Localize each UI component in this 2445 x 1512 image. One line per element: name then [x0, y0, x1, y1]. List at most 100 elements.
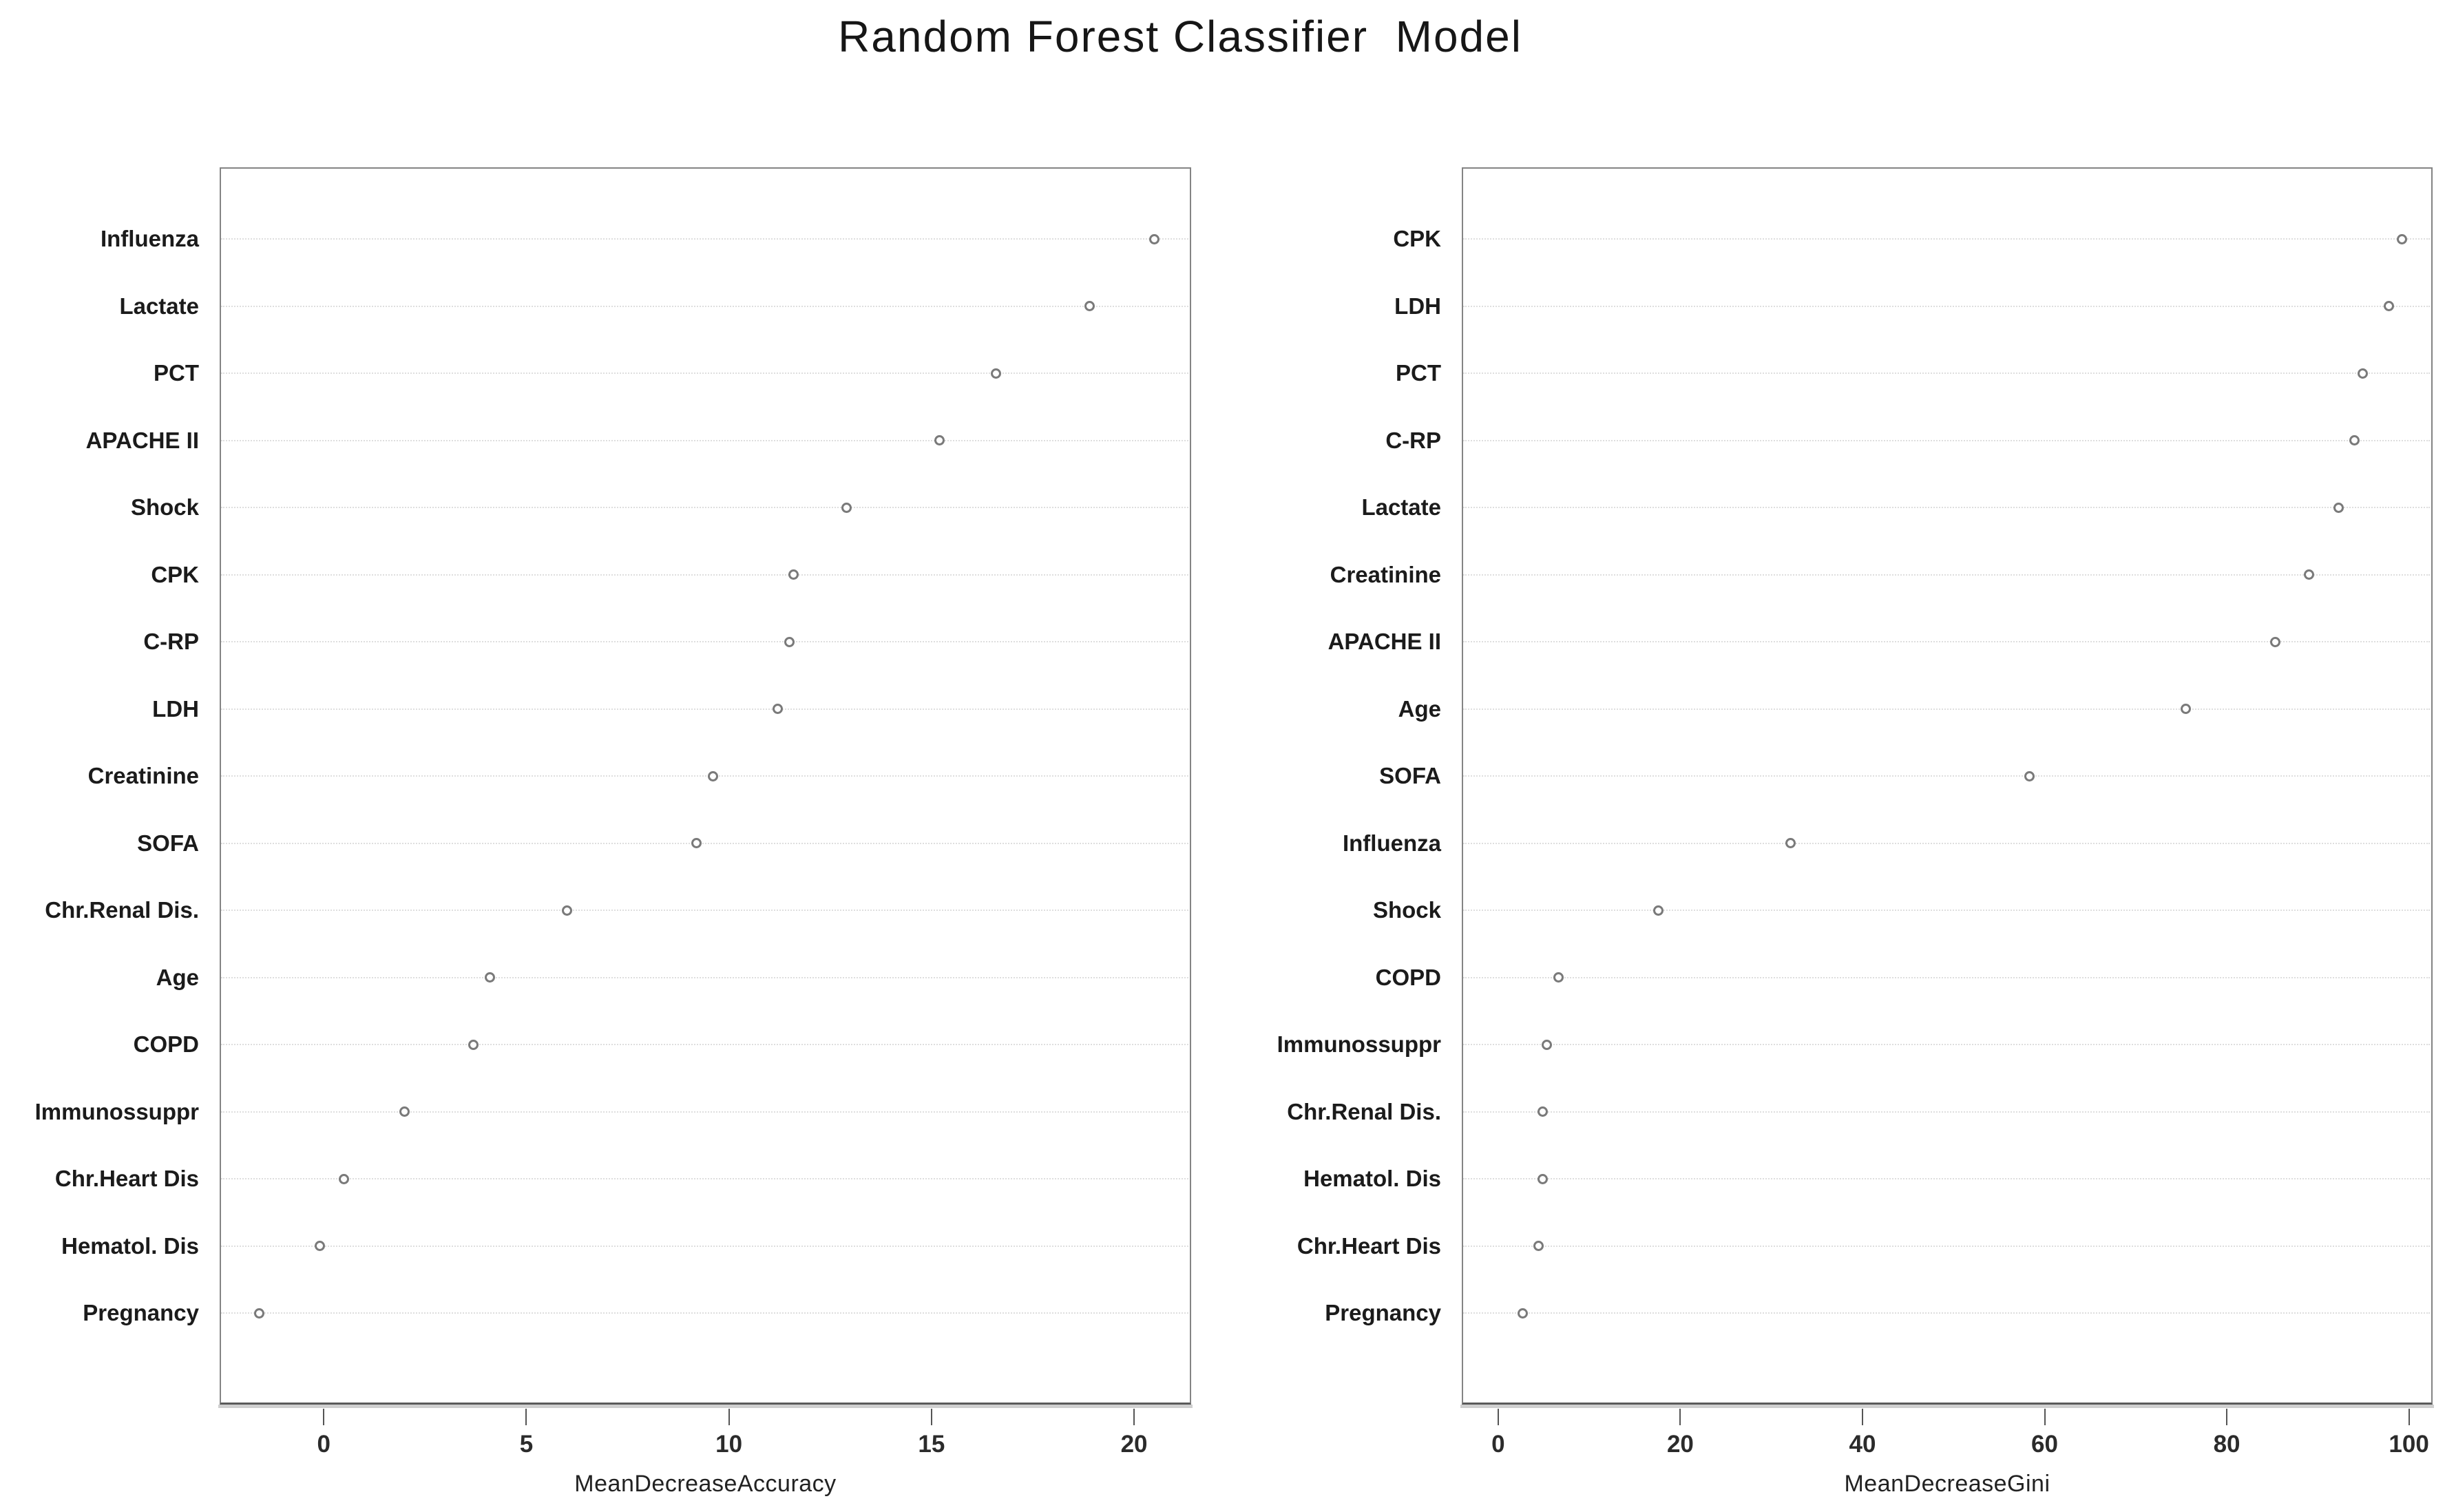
- category-label: Pregnancy: [1325, 1300, 1441, 1325]
- data-point: [2396, 233, 2407, 244]
- category-label: Influenza: [100, 226, 199, 251]
- category-label: C-RP: [1385, 427, 1441, 453]
- category-label: APACHE II: [1328, 629, 1441, 654]
- row-gridline: [221, 842, 1188, 844]
- row-gridline: [221, 305, 1188, 307]
- row-gridline: [221, 507, 1188, 508]
- row-gridline: [1463, 1044, 2430, 1045]
- category-label: Shock: [1372, 897, 1441, 923]
- category-label: SOFA: [1379, 763, 1441, 788]
- category-label: Immunossuppr: [34, 1098, 199, 1124]
- category-label: Hematol. Dis: [61, 1232, 199, 1259]
- data-point: [1653, 905, 1664, 916]
- category-label: Immunossuppr: [1277, 1031, 1441, 1057]
- x-axis-tick: [525, 1409, 527, 1425]
- data-point: [314, 1241, 325, 1251]
- data-point: [339, 1173, 350, 1184]
- row-gridline: [1463, 775, 2430, 777]
- x-axis-tick-label: 60: [2031, 1431, 2058, 1458]
- category-label: Chr.Heart Dis: [1297, 1232, 1441, 1259]
- data-point: [2349, 435, 2360, 445]
- category-label: CPK: [151, 561, 199, 587]
- category-label: Pregnancy: [83, 1300, 199, 1325]
- row-gridline: [1463, 574, 2430, 576]
- category-label: Creatinine: [1330, 561, 1441, 587]
- x-axis-tick: [1861, 1409, 1863, 1425]
- data-point: [784, 636, 795, 647]
- data-point: [1785, 838, 1796, 848]
- data-point: [991, 368, 1002, 379]
- row-gridline: [221, 708, 1188, 710]
- data-point: [2269, 636, 2280, 647]
- row-gridline: [1463, 238, 2430, 240]
- row-gridline: [1463, 910, 2430, 911]
- row-gridline: [221, 372, 1188, 374]
- x-axis-tick: [2044, 1409, 2046, 1425]
- category-label: LDH: [152, 695, 199, 722]
- data-point: [788, 569, 799, 580]
- data-point: [2333, 502, 2344, 513]
- row-gridline: [221, 1312, 1188, 1314]
- data-point: [772, 704, 783, 714]
- row-gridline: [221, 1111, 1188, 1113]
- data-point: [691, 838, 702, 848]
- row-gridline: [1463, 439, 2430, 441]
- category-label: Lactate: [1361, 494, 1441, 520]
- row-gridline: [1463, 976, 2430, 978]
- category-label: LDH: [1394, 293, 1441, 319]
- data-point: [468, 1039, 479, 1050]
- category-label: Hematol. Dis: [1303, 1166, 1441, 1191]
- row-gridline: [221, 574, 1188, 576]
- data-point: [561, 905, 572, 916]
- row-gridline: [1463, 305, 2430, 307]
- row-gridline: [221, 910, 1188, 911]
- category-label: Chr.Renal Dis.: [1287, 1098, 1441, 1124]
- data-point: [2303, 569, 2314, 580]
- category-label: PCT: [154, 360, 199, 386]
- x-axis-tick: [728, 1409, 730, 1425]
- category-label: Age: [1398, 695, 1441, 722]
- x-axis-title: MeanDecreaseGini: [1844, 1471, 2050, 1497]
- category-label: COPD: [133, 1031, 199, 1057]
- x-axis-tick: [930, 1409, 932, 1425]
- row-gridline: [221, 1178, 1188, 1179]
- category-label: Lactate: [119, 293, 199, 319]
- row-gridline: [1463, 1178, 2430, 1179]
- row-gridline: [1463, 641, 2430, 642]
- x-axis-title: MeanDecreaseAccuracy: [574, 1471, 837, 1497]
- data-point: [1553, 972, 1564, 983]
- data-point: [1541, 1039, 1552, 1050]
- category-label: APACHE II: [85, 427, 199, 453]
- data-point: [1518, 1308, 1529, 1319]
- x-axis-tick: [1497, 1409, 1499, 1425]
- x-axis-tick: [1133, 1409, 1135, 1425]
- data-point: [934, 435, 945, 445]
- row-gridline: [221, 1245, 1188, 1247]
- x-axis-tick-label: 15: [918, 1431, 945, 1458]
- category-label: CPK: [1393, 226, 1441, 251]
- data-point: [841, 502, 852, 513]
- data-point: [253, 1308, 264, 1319]
- plot-panel-MeanDecreaseAccuracy: [220, 167, 1191, 1405]
- x-axis-tick-label: 20: [1666, 1431, 1694, 1458]
- plot-panel-MeanDecreaseGini: [1462, 167, 2433, 1405]
- data-point: [1538, 1173, 1549, 1184]
- x-axis-tick: [2408, 1409, 2410, 1425]
- chart-title: Random Forest Classifier Model: [838, 12, 1522, 61]
- x-axis-tick: [2226, 1409, 2228, 1425]
- x-axis-tick-label: 0: [1491, 1431, 1505, 1458]
- row-gridline: [1463, 842, 2430, 844]
- data-point: [1148, 233, 1159, 244]
- row-gridline: [1463, 372, 2430, 374]
- row-gridline: [221, 238, 1188, 240]
- data-point: [1533, 1241, 1544, 1251]
- axis-baseline-bar: [1460, 1405, 2434, 1408]
- data-point: [484, 972, 495, 983]
- x-axis-tick: [1679, 1409, 1681, 1425]
- x-axis-tick-label: 100: [2389, 1431, 2429, 1458]
- category-label: Age: [156, 964, 199, 990]
- x-axis-tick-label: 20: [1120, 1431, 1148, 1458]
- data-point: [707, 770, 718, 781]
- x-axis-tick-label: 80: [2213, 1431, 2241, 1458]
- data-point: [2181, 704, 2192, 714]
